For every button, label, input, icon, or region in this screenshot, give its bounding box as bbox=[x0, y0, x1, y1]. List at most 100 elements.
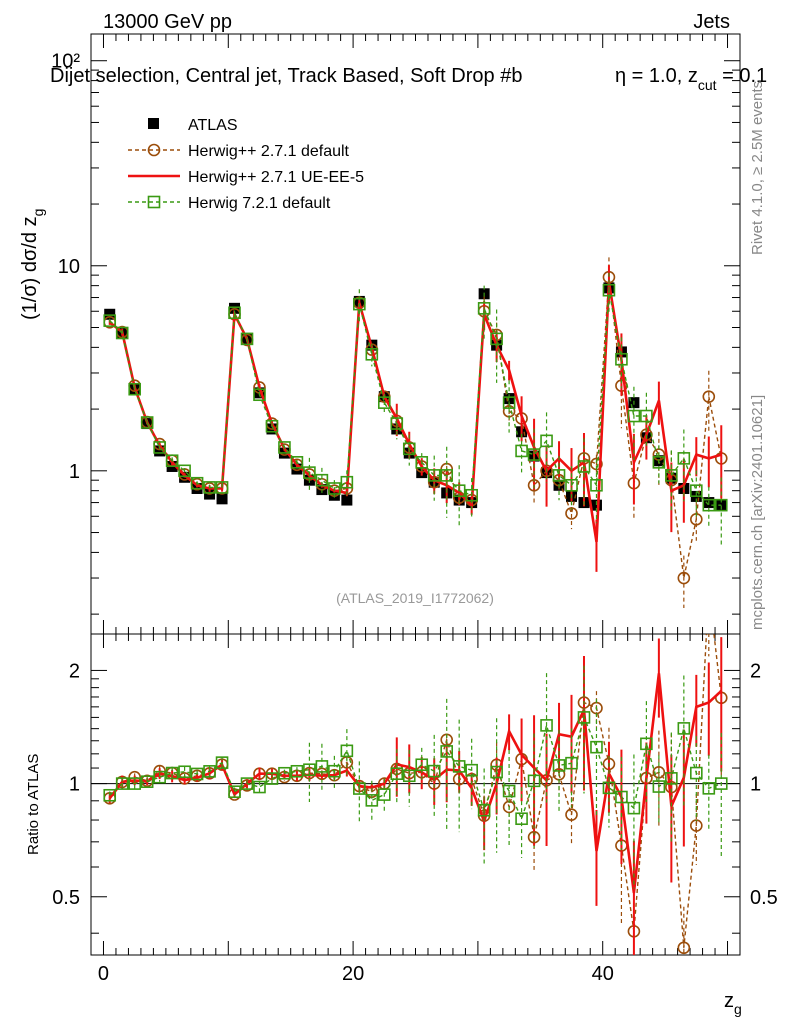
h7-ratio-point bbox=[303, 763, 316, 776]
h7-ratio-point bbox=[615, 790, 628, 804]
hpp-default-point bbox=[702, 390, 716, 403]
h7-point bbox=[165, 454, 179, 468]
h7-ratio-point bbox=[203, 765, 216, 778]
h7-ratio-point bbox=[565, 756, 578, 770]
side-text-top: Rivet 4.1.0, ≥ 2.5M events bbox=[749, 81, 766, 255]
h7-point bbox=[590, 478, 603, 492]
h7-point bbox=[402, 442, 416, 456]
h7-ratio-point bbox=[153, 770, 166, 784]
side-text-bottom: mcplots.cern.ch [arXiv:2401.10621] bbox=[749, 395, 766, 630]
y-tick-label: 10 bbox=[58, 256, 80, 278]
h7-point bbox=[427, 469, 441, 482]
h7-point bbox=[615, 352, 628, 366]
legend: ATLAS Herwig++ 2.7.1 default Herwig++ 2.… bbox=[128, 117, 364, 212]
h7-ratio-point bbox=[178, 765, 191, 779]
h7-ratio-point bbox=[552, 759, 566, 772]
title-eta: η = 1.0, z bbox=[615, 65, 698, 87]
h7-ratio-point bbox=[265, 772, 279, 785]
ratio-tick-label: 2 bbox=[69, 660, 80, 682]
hpp-ue-line bbox=[108, 282, 722, 543]
x-tick-label: 0 bbox=[98, 963, 109, 985]
h7-point bbox=[140, 416, 154, 429]
hpp-default-point bbox=[677, 571, 691, 585]
h7-point bbox=[565, 478, 578, 492]
atlas-point bbox=[503, 393, 515, 405]
watermark: (ATLAS_2019_I1772062) bbox=[336, 590, 494, 606]
h7-ratio-point bbox=[115, 777, 129, 790]
h7-ratio-point bbox=[228, 785, 241, 798]
x-axis-label: zg bbox=[724, 990, 742, 1017]
h7-ratio-point bbox=[190, 767, 204, 781]
main-plot-area bbox=[103, 257, 728, 608]
ratio-frame bbox=[90, 633, 741, 956]
h7-point bbox=[203, 481, 216, 494]
h7-point bbox=[702, 498, 716, 512]
legend-h7-marker bbox=[147, 195, 161, 209]
h7-point bbox=[215, 481, 229, 494]
h7-ratio-point bbox=[427, 764, 441, 778]
h7-point bbox=[577, 460, 591, 473]
ratio-tick-label: 0.5 bbox=[52, 887, 80, 909]
ratio-panel: 0 20 40 0.5 0.5 1 1 2 2 bbox=[52, 584, 778, 985]
h7-ratio-point bbox=[652, 780, 666, 793]
h7-point bbox=[278, 441, 291, 454]
hpp-default-ratio-line bbox=[109, 634, 722, 948]
hpp-default-point bbox=[565, 507, 578, 520]
h7-ratio-point bbox=[328, 764, 341, 778]
main-panel: 1 10 10² bbox=[51, 33, 741, 635]
hpp-default-ratio-point bbox=[565, 808, 578, 821]
h7-ratio-point bbox=[627, 801, 641, 815]
ratio-plot-area bbox=[103, 584, 728, 955]
h7-point bbox=[452, 484, 466, 497]
h7-ratio-point bbox=[540, 719, 553, 732]
h7-point bbox=[540, 434, 553, 448]
atlas-point bbox=[154, 445, 166, 457]
h7-ratio-point bbox=[452, 760, 466, 773]
h7-ratio-point bbox=[353, 782, 366, 795]
ratio-tick-label-right: 2 bbox=[750, 660, 761, 682]
h7-point bbox=[502, 396, 516, 409]
legend-atlas-marker bbox=[148, 118, 159, 129]
h7-ratio-point bbox=[690, 766, 703, 780]
h7-ratio-point bbox=[278, 766, 291, 780]
y-tick-label: 1 bbox=[69, 461, 80, 483]
h7-ratio-point bbox=[253, 780, 266, 794]
h7-ratio-point bbox=[577, 711, 591, 724]
h7-ratio-point bbox=[402, 769, 416, 783]
h7-point bbox=[290, 456, 304, 469]
h7-point bbox=[315, 473, 329, 487]
h7-point bbox=[153, 441, 166, 454]
h7-point bbox=[515, 444, 528, 458]
atlas-point bbox=[341, 494, 353, 506]
chart-title: Dijet selection, Central jet, Track Base… bbox=[50, 65, 767, 93]
h7-ratio-point bbox=[477, 803, 491, 817]
h7-point bbox=[253, 388, 266, 402]
h7-point bbox=[178, 464, 191, 478]
h7-ratio-point bbox=[365, 794, 379, 807]
atlas-point bbox=[216, 493, 228, 505]
h7-point bbox=[328, 482, 341, 495]
h7-point bbox=[190, 476, 204, 490]
h7-ratio-point bbox=[714, 777, 728, 790]
h7-ratio-point bbox=[515, 812, 528, 826]
h7-ratio-point bbox=[465, 763, 478, 777]
h7-ratio-point bbox=[640, 737, 653, 751]
h7-point bbox=[103, 314, 117, 327]
h7-point bbox=[353, 297, 366, 311]
h7-ratio-point bbox=[377, 788, 391, 801]
h7-ratio-point bbox=[140, 775, 154, 788]
h7-ratio-point bbox=[215, 756, 229, 769]
header-energy: 13000 GeV pp bbox=[103, 11, 232, 33]
ratio-y-label: Ratio to ATLAS bbox=[25, 754, 42, 855]
h7-point bbox=[303, 466, 316, 479]
h7-ratio-point bbox=[315, 760, 329, 773]
x-tick-label: 20 bbox=[342, 963, 364, 985]
h7-ratio-point bbox=[677, 722, 691, 735]
hpp-default-ratio-point bbox=[703, 584, 714, 595]
y-tick-label: 10² bbox=[51, 51, 80, 73]
h7-point bbox=[440, 469, 454, 482]
h7-point bbox=[465, 488, 478, 502]
header-jets: Jets bbox=[693, 11, 730, 33]
h7-ratio-point bbox=[290, 764, 304, 778]
